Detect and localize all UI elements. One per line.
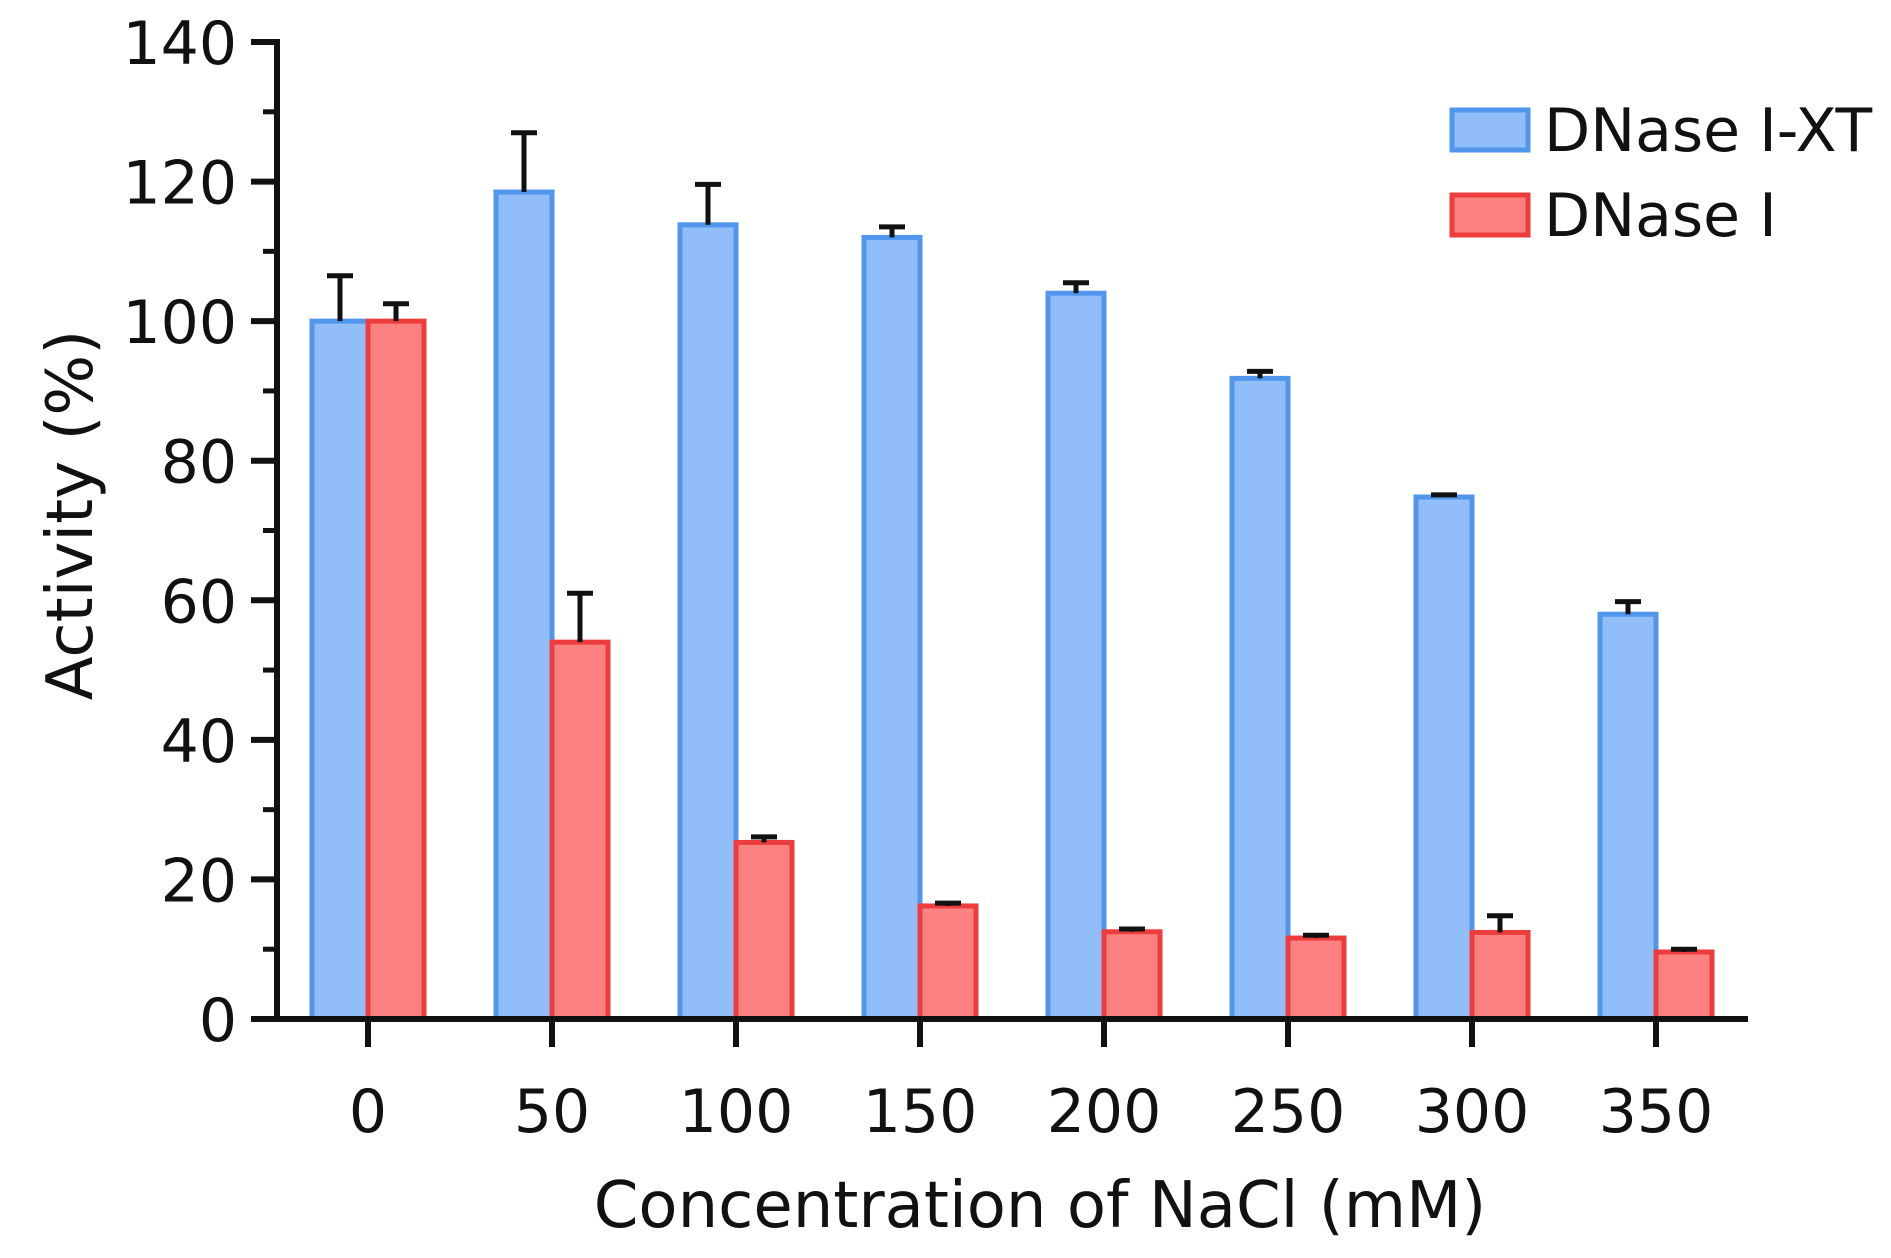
y-axis-title: Activity (%): [34, 330, 108, 700]
x-tick-label: 150: [863, 1077, 978, 1147]
y-tick-label: 120: [122, 149, 237, 219]
bar-dnase-i-xt: [861, 234, 923, 1022]
y-tick-label: 100: [122, 288, 237, 358]
legend-label: DNase I-XT: [1544, 96, 1873, 166]
bar-dnase-i: [733, 839, 795, 1022]
y-tick-label: 0: [199, 986, 237, 1056]
bar-dnase-i-xt: [1229, 375, 1291, 1022]
bar-dnase-i: [1285, 935, 1347, 1022]
legend-label: DNase I: [1544, 181, 1777, 251]
bar-dnase-i: [365, 318, 427, 1022]
y-tick-label: 40: [161, 707, 237, 777]
bar-dnase-i: [1653, 949, 1715, 1022]
x-tick-label: 0: [349, 1077, 387, 1147]
x-tick-label: 50: [514, 1077, 590, 1147]
bar-dnase-i: [1101, 929, 1163, 1022]
bar-dnase-i-xt: [493, 189, 555, 1022]
bars-layer: [309, 189, 1715, 1022]
y-tick-label: 140: [122, 9, 237, 79]
x-tick-label: 200: [1047, 1077, 1162, 1147]
bar-dnase-i-xt: [309, 318, 371, 1022]
bar-dnase-i-xt: [677, 222, 739, 1022]
legend-swatch: [1449, 192, 1531, 238]
y-ticks: 0 20 40 60 80 100 120 140: [122, 9, 277, 1056]
bar-dnase-i: [1469, 929, 1531, 1022]
bar-dnase-i: [549, 639, 611, 1022]
x-tick-label: 100: [679, 1077, 794, 1147]
y-tick-label: 80: [161, 428, 237, 498]
x-ticks: 0 50 100 150 200 250 300 350: [349, 1019, 1713, 1147]
bar-dnase-i: [917, 903, 979, 1022]
error-bars-layer: [327, 130, 1697, 953]
legend: DNase I-XT DNase I: [1449, 96, 1873, 251]
bar-dnase-i-xt: [1045, 290, 1107, 1022]
y-tick-label: 20: [161, 846, 237, 916]
x-axis-title: Concentration of NaCl (mM): [594, 1169, 1487, 1243]
x-tick-label: 250: [1231, 1077, 1346, 1147]
bar-dnase-i-xt: [1597, 611, 1659, 1022]
bar-dnase-i-xt: [1413, 494, 1475, 1022]
legend-swatch: [1449, 107, 1531, 153]
x-tick-label: 300: [1415, 1077, 1530, 1147]
y-tick-label: 60: [161, 567, 237, 637]
x-tick-label: 350: [1599, 1077, 1714, 1147]
